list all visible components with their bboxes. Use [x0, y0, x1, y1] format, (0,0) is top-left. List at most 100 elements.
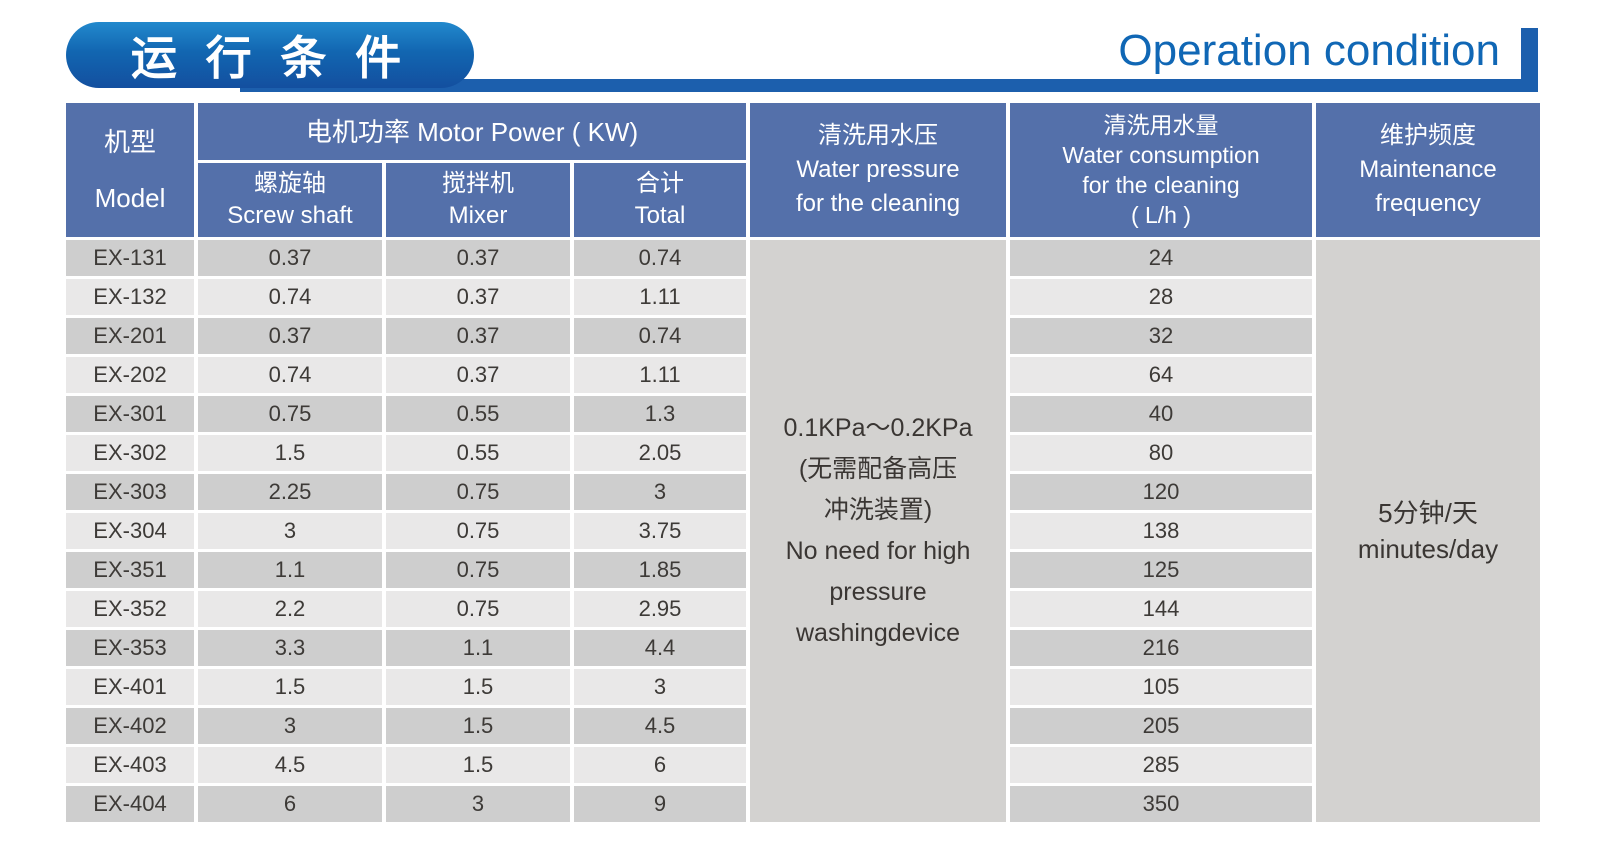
- row-EX-351-water: 125: [1010, 552, 1312, 588]
- header-water-pressure-line: Water pressure: [796, 156, 960, 183]
- row-EX-403-mixer: 1.5: [386, 747, 570, 783]
- row-EX-202-water: 64: [1010, 357, 1312, 393]
- header-maintenance-line: 维护频度: [1380, 122, 1476, 149]
- header-water-consumption-line: ( L/h ): [1130, 202, 1192, 228]
- row-EX-404-model: EX-404: [66, 786, 194, 822]
- row-EX-402-model: EX-402: [66, 708, 194, 744]
- row-EX-302-screw: 1.5: [198, 435, 382, 471]
- row-EX-302-mixer: 0.55: [386, 435, 570, 471]
- row-EX-303-screw: 2.25: [198, 474, 382, 510]
- row-EX-302-water: 80: [1010, 435, 1312, 471]
- header-model: 机型 Model: [66, 103, 194, 237]
- row-EX-132-total: 1.11: [574, 279, 746, 315]
- row-EX-301-model: EX-301: [66, 396, 194, 432]
- row-EX-201-screw: 0.37: [198, 318, 382, 354]
- water-pressure-value-line: washingdevice: [796, 619, 960, 647]
- header-water-consumption: 清洗用水量 Water consumption for the cleaning…: [1010, 103, 1312, 237]
- row-EX-401-total: 3: [574, 669, 746, 705]
- row-EX-302-total: 2.05: [574, 435, 746, 471]
- row-EX-132-model: EX-132: [66, 279, 194, 315]
- row-EX-402-total: 4.5: [574, 708, 746, 744]
- maintenance-value-line: 5分钟/天: [1378, 498, 1478, 528]
- header-water-consumption-line: 清洗用水量: [1103, 112, 1219, 138]
- row-EX-352-mixer: 0.75: [386, 591, 570, 627]
- row-EX-132-screw: 0.74: [198, 279, 382, 315]
- water-pressure-value-line: pressure: [829, 578, 927, 606]
- row-EX-404-screw: 6: [198, 786, 382, 822]
- row-EX-131-model: EX-131: [66, 240, 194, 276]
- row-EX-304-model: EX-304: [66, 513, 194, 549]
- row-EX-402-mixer: 1.5: [386, 708, 570, 744]
- row-EX-304-water: 138: [1010, 513, 1312, 549]
- header-total-zh: 合计: [636, 170, 684, 197]
- row-EX-401-mixer: 1.5: [386, 669, 570, 705]
- row-EX-403-water: 285: [1010, 747, 1312, 783]
- row-EX-403-total: 6: [574, 747, 746, 783]
- water-pressure-value-line: No need for high: [785, 537, 971, 565]
- row-EX-404-total: 9: [574, 786, 746, 822]
- header-total: 合计 Total: [574, 163, 746, 237]
- row-EX-352-screw: 2.2: [198, 591, 382, 627]
- row-EX-351-mixer: 0.75: [386, 552, 570, 588]
- row-EX-353-water: 216: [1010, 630, 1312, 666]
- header-water-pressure: 清洗用水压 Water pressure for the cleaning: [750, 103, 1006, 237]
- header-screw-en: Screw shaft: [227, 202, 353, 229]
- row-EX-304-mixer: 0.75: [386, 513, 570, 549]
- operation-table: 机型 Model 电机功率 Motor Power ( KW) 螺旋轴 Scre…: [66, 103, 1540, 822]
- row-EX-352-model: EX-352: [66, 591, 194, 627]
- row-EX-402-screw: 3: [198, 708, 382, 744]
- row-EX-201-mixer: 0.37: [386, 318, 570, 354]
- header-water-consumption-line: for the cleaning: [1082, 172, 1240, 198]
- maintenance-value-line: minutes/day: [1357, 534, 1499, 564]
- header-screw-shaft: 螺旋轴 Screw shaft: [198, 163, 382, 237]
- row-EX-402-water: 205: [1010, 708, 1312, 744]
- row-EX-202-model: EX-202: [66, 357, 194, 393]
- row-EX-202-screw: 0.74: [198, 357, 382, 393]
- header-mixer: 搅拌机 Mixer: [386, 163, 570, 237]
- row-EX-404-mixer: 3: [386, 786, 570, 822]
- row-EX-201-water: 32: [1010, 318, 1312, 354]
- row-EX-403-screw: 4.5: [198, 747, 382, 783]
- header-mixer-en: Mixer: [448, 202, 508, 229]
- header-model-en: Model: [94, 182, 166, 213]
- title-accent-bar: [1521, 28, 1538, 92]
- row-EX-131-water: 24: [1010, 240, 1312, 276]
- row-EX-351-total: 1.85: [574, 552, 746, 588]
- row-EX-351-screw: 1.1: [198, 552, 382, 588]
- row-EX-202-total: 1.11: [574, 357, 746, 393]
- row-EX-353-model: EX-353: [66, 630, 194, 666]
- water-pressure-merged-cell: 0.1KPa～0.2KPa (无需配备高压 冲洗装置) No need for …: [750, 240, 1006, 822]
- row-EX-302-model: EX-302: [66, 435, 194, 471]
- row-EX-351-model: EX-351: [66, 552, 194, 588]
- row-EX-404-water: 350: [1010, 786, 1312, 822]
- row-EX-353-screw: 3.3: [198, 630, 382, 666]
- row-EX-301-water: 40: [1010, 396, 1312, 432]
- row-EX-201-model: EX-201: [66, 318, 194, 354]
- header-motor-power: 电机功率 Motor Power ( KW): [198, 103, 746, 160]
- title-underline: [240, 79, 1538, 92]
- row-EX-301-total: 1.3: [574, 396, 746, 432]
- header-model-zh: 机型: [103, 127, 156, 158]
- water-pressure-value-line: 0.1KPa～0.2KPa: [783, 414, 973, 442]
- row-EX-131-mixer: 0.37: [386, 240, 570, 276]
- title-en: Operation condition: [1118, 26, 1500, 75]
- header-maintenance-line: Maintenance: [1359, 156, 1497, 183]
- row-EX-352-water: 144: [1010, 591, 1312, 627]
- header-maintenance-line: frequency: [1375, 190, 1481, 217]
- row-EX-301-mixer: 0.55: [386, 396, 570, 432]
- row-EX-304-screw: 3: [198, 513, 382, 549]
- title-zh: 运 行 条 件: [130, 32, 410, 84]
- header-water-pressure-line: 清洗用水压: [818, 122, 938, 149]
- row-EX-303-model: EX-303: [66, 474, 194, 510]
- header-mixer-zh: 搅拌机: [442, 170, 514, 197]
- header-maintenance-frequency: 维护频度 Maintenance frequency: [1316, 103, 1540, 237]
- title-badge: 运 行 条 件: [66, 22, 474, 88]
- row-EX-303-water: 120: [1010, 474, 1312, 510]
- row-EX-353-total: 4.4: [574, 630, 746, 666]
- row-EX-201-total: 0.74: [574, 318, 746, 354]
- row-EX-401-model: EX-401: [66, 669, 194, 705]
- row-EX-353-mixer: 1.1: [386, 630, 570, 666]
- row-EX-131-total: 0.74: [574, 240, 746, 276]
- row-EX-132-mixer: 0.37: [386, 279, 570, 315]
- header-water-consumption-line: Water consumption: [1062, 142, 1260, 168]
